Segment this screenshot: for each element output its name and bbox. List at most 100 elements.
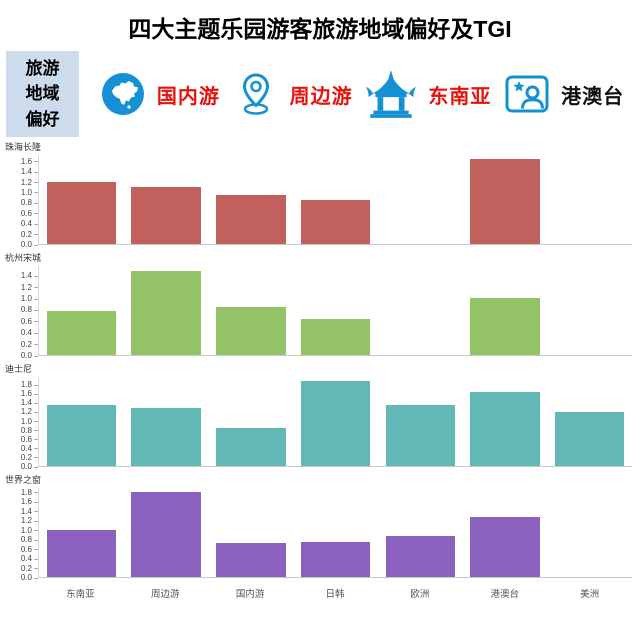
bar-slot-港澳台 — [463, 377, 548, 466]
location-pin-icon — [232, 70, 280, 118]
y-axis: 0.0 0.2 0.4 0.6 0.8 1.0 1.2 1.4 1.6 1.8 — [0, 488, 38, 582]
y-axis-tick: 1.0 — [21, 526, 38, 535]
y-tick-mark — [34, 539, 38, 541]
panel-line-3: 偏好 — [25, 109, 60, 129]
y-tick-mark — [34, 402, 38, 404]
chart-panel-迪士尼: 迪士尼 0.0 0.2 0.4 0.6 0.8 1.0 1.2 1.4 1.6 1.8 — [0, 364, 640, 471]
bar-slot-美洲 — [547, 377, 632, 466]
y-tick-label: 0.0 — [20, 351, 32, 360]
y-tick-mark — [34, 309, 38, 311]
y-axis-tick: 0.0 — [21, 241, 38, 249]
y-axis-tick: 1.2 — [21, 408, 38, 416]
y-axis-tick: 0.8 — [21, 426, 38, 435]
plot-area — [38, 266, 632, 356]
bar-slot-周边游 — [124, 266, 209, 355]
bar-slot-美洲 — [547, 155, 632, 244]
bar-世界之窗-港澳台 — [470, 517, 540, 577]
y-axis-tick: 0.2 — [21, 564, 38, 573]
y-tick-mark — [34, 501, 38, 503]
y-tick-label: 1.4 — [20, 398, 32, 408]
bar-珠海长隆-国内游 — [216, 195, 286, 244]
y-tick-mark — [34, 439, 38, 441]
x-axis-labels: 东南亚 周边游 国内游 日韩 欧洲 港澳台 美洲 — [38, 586, 632, 600]
bar-杭州宋城-周边游 — [131, 270, 201, 355]
y-axis-tick: 0.2 — [21, 340, 38, 349]
y-tick-label: 1.4 — [20, 506, 32, 516]
y-axis-tick: 0.8 — [21, 306, 38, 314]
y-axis-tick: 0.4 — [21, 220, 38, 228]
y-axis-tick: 1.2 — [20, 177, 38, 187]
hk-traveler-icon — [503, 70, 551, 118]
china-map-icon — [99, 70, 147, 118]
bar-slot-欧洲 — [378, 488, 463, 577]
bar-杭州宋城-国内游 — [216, 306, 286, 355]
bar-slot-欧洲 — [378, 377, 463, 466]
y-axis-tick: 1.6 — [21, 498, 38, 506]
y-tick-label: 0.6 — [20, 208, 32, 218]
y-tick-label: 1.6 — [20, 389, 32, 399]
bar-迪士尼-港澳台 — [470, 391, 540, 466]
plot-area-wrap: 0.0 0.2 0.4 0.6 0.8 1.0 1.2 1.4 1.6 — [0, 155, 632, 249]
y-tick-mark — [34, 492, 38, 494]
y-tick-mark — [34, 171, 38, 173]
chart-panel-label: 珠海长隆 — [5, 142, 42, 152]
y-axis-tick: 0.4 — [21, 329, 38, 337]
y-tick-label: 1.8 — [20, 380, 32, 390]
y-tick-label: 0.0 — [20, 462, 32, 471]
bar-世界之窗-欧洲 — [385, 535, 455, 577]
y-tick-mark — [34, 384, 38, 386]
y-tick-mark — [34, 411, 38, 413]
y-axis-tick: 0.4 — [21, 444, 38, 453]
bar-迪士尼-美洲 — [554, 412, 625, 466]
chart-panel-杭州宋城: 杭州宋城 0.0 0.2 0.4 0.6 0.8 1.0 1.2 1.4 — [0, 253, 640, 360]
bar-slot-国内游 — [208, 266, 293, 355]
y-tick-label: 1.2 — [20, 177, 32, 187]
y-axis: 0.0 0.2 0.4 0.6 0.8 1.0 1.2 1.4 — [0, 266, 38, 360]
legend-row: 旅游 地域 偏好 国内游 周边游 — [6, 50, 630, 138]
y-tick-mark — [34, 530, 38, 532]
bar-slot-国内游 — [208, 488, 293, 577]
bar-slot-港澳台 — [463, 155, 548, 244]
bar-slot-日韩 — [293, 377, 378, 466]
bar-杭州宋城-东南亚 — [46, 311, 117, 355]
bar-迪士尼-周边游 — [131, 407, 201, 466]
y-tick-mark — [34, 213, 38, 215]
bar-slot-东南亚 — [39, 488, 124, 577]
y-tick-label: 0.2 — [20, 229, 32, 239]
y-tick-mark — [34, 448, 38, 450]
bar-世界之窗-国内游 — [216, 543, 286, 577]
chart-panel-label: 世界之窗 — [5, 475, 42, 485]
y-axis-tick: 1.8 — [21, 381, 38, 389]
y-tick-label: 1.0 — [20, 416, 32, 426]
plot-area-wrap: 0.0 0.2 0.4 0.6 0.8 1.0 1.2 1.4 1.6 1.8 — [0, 488, 632, 582]
y-tick-mark — [34, 466, 38, 468]
legend-item-southeast-asia: 东南亚 — [364, 69, 491, 119]
y-axis-tick: 1.0 — [21, 295, 38, 303]
bar-珠海长隆-周边游 — [131, 187, 201, 244]
legend-label-domestic: 国内游 — [156, 85, 220, 108]
bar-珠海长隆-日韩 — [300, 200, 371, 244]
chart-panel-世界之窗: 世界之窗 0.0 0.2 0.4 0.6 0.8 1.0 1.2 1.4 1.6 1.8 — [0, 475, 640, 582]
bar-世界之窗-周边游 — [131, 491, 201, 577]
legend-item-domestic: 国内游 — [99, 70, 220, 118]
x-category-label: 港澳台 — [490, 589, 519, 600]
chart-panel-珠海长隆: 珠海长隆 0.0 0.2 0.4 0.6 0.8 1.0 1.2 1.4 1.6 — [0, 142, 640, 249]
bar-迪士尼-东南亚 — [46, 405, 117, 466]
y-axis-tick: 0.6 — [21, 545, 38, 554]
y-tick-mark — [34, 321, 38, 323]
bar-slot-日韩 — [293, 155, 378, 244]
bar-slot-周边游 — [124, 488, 209, 577]
y-axis-tick: 0.6 — [21, 435, 38, 444]
small-multiples-charts: 珠海长隆 0.0 0.2 0.4 0.6 0.8 1.0 1.2 1.4 1.6 杭州宋城 0.0 0.… — [0, 142, 640, 582]
y-tick-mark — [34, 182, 38, 184]
y-tick-mark — [34, 558, 38, 560]
y-tick-mark — [34, 393, 38, 395]
plot-area — [38, 377, 632, 467]
x-category-label: 周边游 — [151, 589, 180, 600]
y-tick-label: 0.8 — [20, 198, 32, 208]
bar-世界之窗-日韩 — [300, 541, 371, 577]
plot-area-wrap: 0.0 0.2 0.4 0.6 0.8 1.0 1.2 1.4 — [0, 266, 632, 360]
y-tick-label: 1.4 — [20, 167, 32, 177]
bar-杭州宋城-日韩 — [300, 318, 371, 355]
y-axis-tick: 1.2 — [21, 517, 38, 525]
